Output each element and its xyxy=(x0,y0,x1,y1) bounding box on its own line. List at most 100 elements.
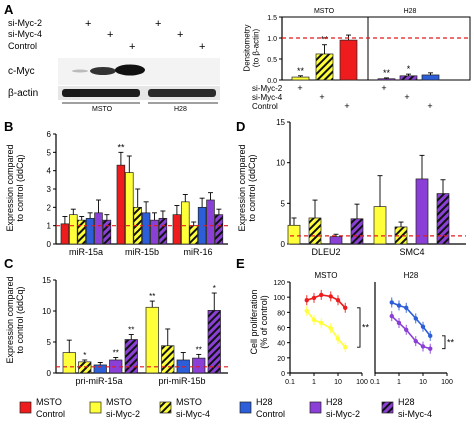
chart-c-bar xyxy=(78,361,92,374)
chart-d-bar xyxy=(415,178,429,245)
chart-b-bar xyxy=(214,214,224,245)
legend-group-label: H28 xyxy=(256,397,273,407)
protein-label-c-myc: c-Myc xyxy=(8,66,35,77)
chart-e-point-control xyxy=(335,298,341,303)
chart-d-category: SMC4 xyxy=(399,247,424,257)
chart-e-point-control xyxy=(413,316,418,321)
chart-e-point-control xyxy=(304,298,309,303)
chart-c-star: * xyxy=(83,351,86,360)
densitometry-bar xyxy=(421,74,440,81)
chart-e-bracket xyxy=(442,335,446,350)
chart-b-bar xyxy=(125,172,134,245)
treatment-label-si-myc-4: si-Myc-4 xyxy=(8,29,42,39)
y-tick-label: 120 xyxy=(273,280,285,287)
y-tick-label: 15 xyxy=(276,118,285,127)
legend: MSTO Control MSTO si-Myc-2 MSTO si-Myc-4 H28 Co… xyxy=(19,397,432,419)
chart-c-bar xyxy=(161,345,175,374)
chart-e-point-sirna xyxy=(420,344,426,349)
chart-c-bar xyxy=(145,306,159,374)
chart-e-bracket xyxy=(357,307,361,348)
chart-e-point-control xyxy=(420,324,426,329)
legend-swatch xyxy=(159,401,172,414)
densitometry-row-si-myc-2: si-Myc-2 xyxy=(252,84,283,93)
chart-e-point-sirna xyxy=(335,336,341,342)
y-tick-label: 2 xyxy=(47,203,52,212)
chart-e-point-sirna xyxy=(413,338,418,344)
x-tick-label: 0.1 xyxy=(285,379,295,386)
chart-e-line-sirna xyxy=(306,310,346,348)
y-tick-label: 1.0 xyxy=(267,36,277,43)
y-tick-label: 100 xyxy=(273,295,285,302)
densitometry-plus: + xyxy=(404,92,409,102)
panel-b-letter: B xyxy=(4,119,13,134)
treatment-label-control: Control xyxy=(8,41,37,51)
chart-c-star: ** xyxy=(196,345,202,354)
chart-c-category: pri-miR-15b xyxy=(158,376,205,386)
legend-group-label: MSTO xyxy=(36,397,62,407)
legend-group-label: MSTO xyxy=(106,397,132,407)
chart-e-point-sirna xyxy=(389,313,394,319)
legend-swatch xyxy=(89,401,102,414)
y-tick-label: 0 xyxy=(47,369,52,378)
y-tick-label: 0.5 xyxy=(267,57,277,64)
chart-e-point-control xyxy=(319,292,324,298)
chart-e-title: H28 xyxy=(404,271,419,280)
chart-e-point-control xyxy=(428,333,433,339)
chart-c-star: ** xyxy=(128,326,134,335)
treatment-label-si-myc-2: si-Myc-2 xyxy=(8,18,42,28)
chart-c: 0 5 10 15 Expression comparedto control (ddC… xyxy=(5,276,228,386)
band-c-myc-lane2 xyxy=(90,67,116,75)
densitometry-plus: + xyxy=(297,83,302,93)
chart-b-bar xyxy=(94,212,103,245)
densitometry-bar xyxy=(291,76,310,81)
legend-swatch xyxy=(239,401,252,414)
chart-e-point-sirna xyxy=(343,345,348,350)
chart-e-star: ** xyxy=(447,337,455,347)
chart-e-point-control xyxy=(328,294,333,299)
chart-e-point-control xyxy=(389,300,394,305)
legend-group-label: H28 xyxy=(398,397,415,407)
chart-b-bar xyxy=(69,214,78,245)
densitometry-bar xyxy=(315,53,334,81)
chart-b-bar xyxy=(116,164,126,245)
chart-b-bar xyxy=(189,225,198,245)
y-tick-label: 5 xyxy=(47,338,52,347)
densitometry-bar xyxy=(399,75,418,81)
y-tick-label: 3 xyxy=(47,185,52,194)
plus-marker-3: + xyxy=(129,41,135,53)
panel-c: C 0 5 10 15 Expression comparedto control (d… xyxy=(4,256,228,386)
densitometry-row-control: Control xyxy=(252,102,278,111)
panel-c-letter: C xyxy=(4,256,14,271)
lane-label-h28: H28 xyxy=(174,106,187,113)
chart-e-point-control xyxy=(396,303,402,308)
panel-b: B 0 1 2 3 4 5 6 Expression comparedto control (… xyxy=(4,119,228,257)
band-actin-h28 xyxy=(148,89,216,97)
x-tick-label: 100 xyxy=(441,379,453,386)
chart-b: 0 1 2 3 4 5 6 Expression comparedto control (dd… xyxy=(5,130,228,257)
densitometry-star: * xyxy=(407,64,411,74)
band-actin-msto xyxy=(62,89,140,97)
legend-item-label: Control xyxy=(256,409,285,419)
densitometry-bar xyxy=(339,39,358,81)
chart-e-point-sirna xyxy=(404,327,409,332)
legend-swatch xyxy=(381,401,394,414)
densitometry-plus: + xyxy=(381,83,386,93)
chart-c-star: * xyxy=(213,284,216,293)
chart-b-bar xyxy=(172,214,182,245)
chart-b-bar xyxy=(102,219,112,245)
chart-b-bar xyxy=(60,223,70,245)
y-tick-label: 10 xyxy=(276,159,285,168)
panel-e: E Cell proliferation(% of control) 0 20 40 6… xyxy=(236,256,455,386)
chart-d-bar xyxy=(287,224,301,245)
x-tick-label: 1 xyxy=(397,379,401,386)
chart-c-bar xyxy=(124,339,138,374)
chart-e-point-sirna xyxy=(428,346,433,351)
y-tick-label: 0 xyxy=(281,371,285,378)
densitometry-star: ** xyxy=(321,35,329,45)
legend-swatch xyxy=(19,401,32,414)
chart-e-star: ** xyxy=(362,323,370,333)
chart-b-star: ** xyxy=(117,142,125,152)
chart-d-bar xyxy=(329,236,343,245)
panel-d: D 0 5 10 15 Expression comparedto control (d… xyxy=(236,118,466,257)
